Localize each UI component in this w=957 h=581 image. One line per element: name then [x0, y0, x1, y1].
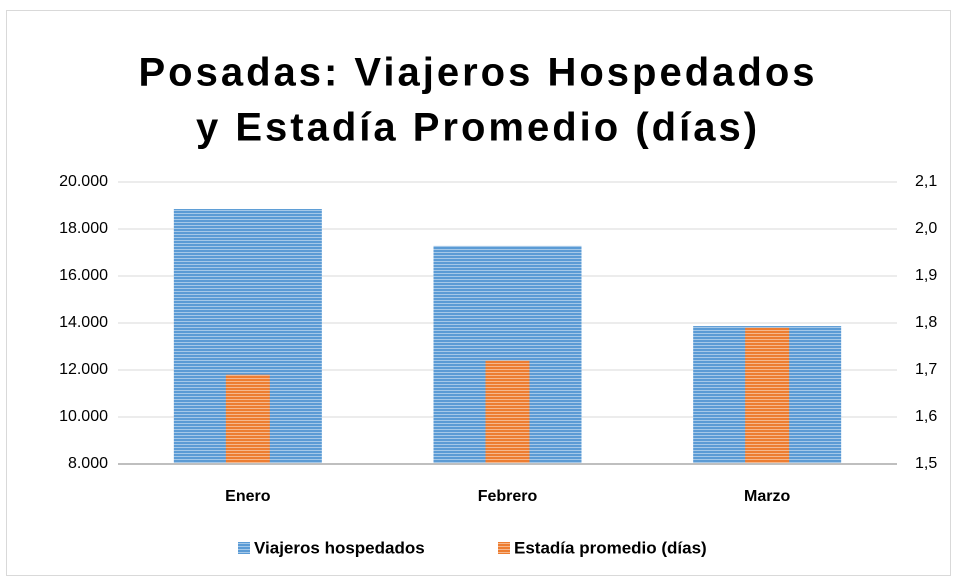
y2-tick-label: 2,0: [915, 220, 937, 237]
y-tick-label: 14.000: [59, 314, 108, 331]
y-tick-label: 20.000: [59, 173, 108, 190]
legend-swatch: [238, 542, 250, 554]
y2-tick-label: 1,6: [915, 408, 937, 425]
bar: [745, 327, 790, 464]
chart-title: Posadas: Viajeros Hospedados: [138, 51, 817, 95]
legend-label: Viajeros hospedados: [254, 538, 425, 557]
y-tick-label: 18.000: [59, 220, 108, 237]
y2-tick-label: 1,5: [915, 455, 937, 472]
y-tick-label: 12.000: [59, 361, 108, 378]
legend-label: Estadía promedio (días): [514, 538, 707, 557]
bar: [225, 374, 270, 464]
bar: [485, 360, 530, 464]
y2-tick-label: 2,1: [915, 173, 937, 190]
x-tick-label: Febrero: [478, 488, 538, 505]
chart-border: [6, 10, 951, 576]
x-tick-label: Marzo: [744, 488, 790, 505]
chart-title: y Estadía Promedio (días): [196, 106, 760, 150]
x-tick-label: Enero: [225, 488, 271, 505]
y2-tick-label: 1,9: [915, 267, 937, 284]
y2-tick-label: 1,8: [915, 314, 937, 331]
y-tick-label: 16.000: [59, 267, 108, 284]
y-tick-label: 8.000: [68, 455, 108, 472]
y2-tick-label: 1,7: [915, 361, 937, 378]
legend-swatch: [498, 542, 510, 554]
y-tick-label: 10.000: [59, 408, 108, 425]
